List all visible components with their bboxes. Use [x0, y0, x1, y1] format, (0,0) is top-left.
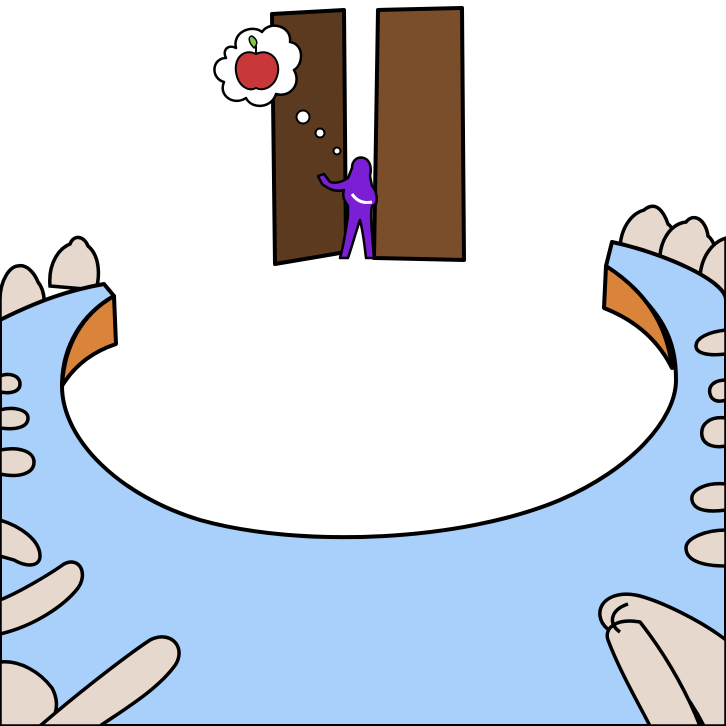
right-door[interactable]	[372, 6, 466, 262]
table	[0, 240, 726, 726]
person-icon	[316, 156, 379, 260]
right-hands	[598, 328, 726, 726]
apple-icon	[234, 35, 280, 91]
left-hands	[0, 372, 181, 726]
thought-bubble-icon	[213, 24, 342, 156]
table-edge-right	[602, 264, 674, 370]
table-edge-left	[60, 294, 118, 388]
